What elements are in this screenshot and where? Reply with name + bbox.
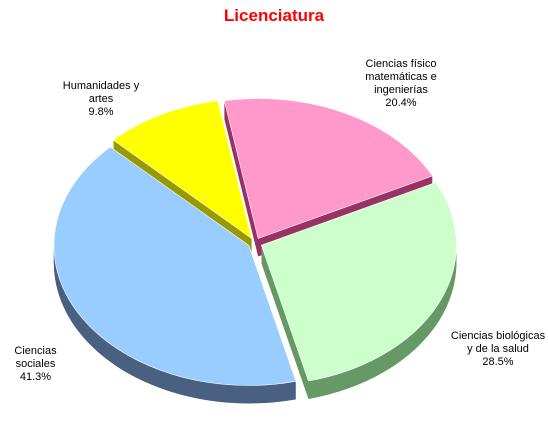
slice-label: Ciencias físico matemáticas e ingeniería… xyxy=(352,58,450,110)
category-label: Ciencias biológicas y de la salud xyxy=(450,330,546,355)
slice-label: Humanidades y artes 9.8% xyxy=(52,80,150,119)
category-label: Ciencias sociales xyxy=(14,345,57,370)
chart-title: Licenciatura xyxy=(223,6,325,25)
slice-label: Ciencias biológicas y de la salud 28.5% xyxy=(448,330,548,369)
value-label: 41.3% xyxy=(19,371,52,383)
category-label: Ciencias físico matemáticas e ingeniería… xyxy=(365,58,437,96)
slice xyxy=(53,146,297,386)
category-label: Humanidades y artes xyxy=(62,80,140,105)
value-label: 9.8% xyxy=(88,106,114,118)
slice xyxy=(223,98,434,239)
value-label: 28.5% xyxy=(482,356,514,368)
slice-label: Ciencias sociales 41.3% xyxy=(8,345,63,384)
slice xyxy=(112,100,253,240)
slice xyxy=(260,182,457,382)
value-label: 20.4% xyxy=(385,97,417,109)
